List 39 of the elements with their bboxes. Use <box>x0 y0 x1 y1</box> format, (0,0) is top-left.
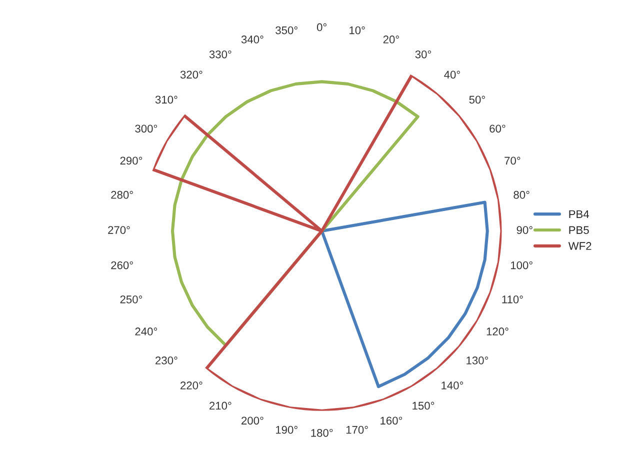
spoke-label: 90° <box>516 226 532 234</box>
spoke-label: 30° <box>415 50 432 58</box>
spoke-label: 240° <box>135 328 158 336</box>
legend-label: WF2 <box>568 242 592 250</box>
spoke-label: 340° <box>241 36 264 44</box>
spoke-label: 210° <box>210 402 232 410</box>
spoke-label: 120° <box>486 328 508 336</box>
spoke-label: 300° <box>135 124 158 133</box>
spoke-label: 180° <box>311 428 333 437</box>
spoke-label: 170° <box>346 426 368 434</box>
spoke-label: 310° <box>155 96 178 104</box>
spoke-label: 40° <box>444 70 460 79</box>
spoke-label: 220° <box>180 382 202 390</box>
spoke-label: 100° <box>510 261 532 270</box>
spoke-label: 0° <box>316 23 326 32</box>
spoke-label: 10° <box>350 26 365 34</box>
spoke-label: 130° <box>466 356 488 364</box>
spoke-label: 350° <box>276 26 298 34</box>
spoke-label: 260° <box>111 261 133 270</box>
spoke-label: 20° <box>383 36 399 44</box>
spoke-label: 140° <box>442 382 464 390</box>
spoke-label: 330° <box>209 50 232 58</box>
spoke-label: 190° <box>276 426 298 434</box>
legend-label: PB4 <box>569 210 590 218</box>
spoke-label: 230° <box>156 356 178 364</box>
spoke-label: 60° <box>490 124 506 133</box>
spoke-label: 270° <box>108 226 130 234</box>
spoke-label: 80° <box>514 190 530 199</box>
legend-label: PB5 <box>569 226 589 234</box>
spoke-label: 280° <box>111 190 133 199</box>
spoke-label: 50° <box>469 96 485 104</box>
spoke-label: 150° <box>412 402 434 410</box>
spoke-label: 200° <box>242 416 264 425</box>
spoke-label: 70° <box>504 156 520 165</box>
spoke-label: 320° <box>180 70 202 79</box>
spoke-label: 250° <box>120 296 142 304</box>
spoke-label: 160° <box>380 416 402 425</box>
spoke-label: 290° <box>120 156 142 165</box>
spoke-label: 110° <box>502 296 523 304</box>
